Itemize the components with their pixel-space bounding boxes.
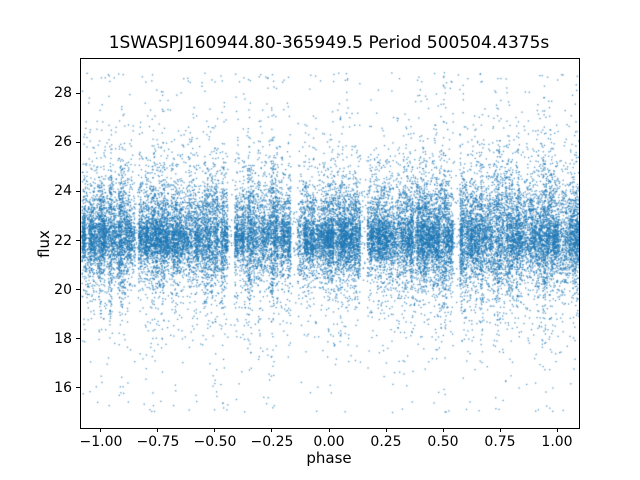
x-tick-label: −1.00 <box>79 434 123 450</box>
y-tick-label: 26 <box>54 134 72 151</box>
y-axis-label: flux <box>35 230 53 258</box>
x-tick-label: 1.00 <box>541 434 573 450</box>
x-tick-label: 0.50 <box>427 434 459 450</box>
y-tick-label: 24 <box>54 183 72 200</box>
x-tick-label: −0.25 <box>250 434 294 450</box>
x-tick-label: −0.50 <box>193 434 237 450</box>
y-tick-label: 16 <box>54 379 72 396</box>
x-tick-label: −0.75 <box>136 434 180 450</box>
chart-title: 1SWASPJ160944.80-365949.5 Period 500504.… <box>108 33 550 53</box>
x-tick-label: 0.25 <box>370 434 402 450</box>
plot-area <box>80 58 580 429</box>
x-tick-label: 0.00 <box>313 434 345 450</box>
x-axis-label: phase <box>306 449 352 467</box>
y-tick-label: 18 <box>54 330 72 347</box>
y-tick-label: 20 <box>54 281 72 298</box>
scatter-canvas <box>81 59 579 428</box>
x-tick-label: 0.75 <box>484 434 516 450</box>
y-tick-label: 28 <box>54 85 72 102</box>
